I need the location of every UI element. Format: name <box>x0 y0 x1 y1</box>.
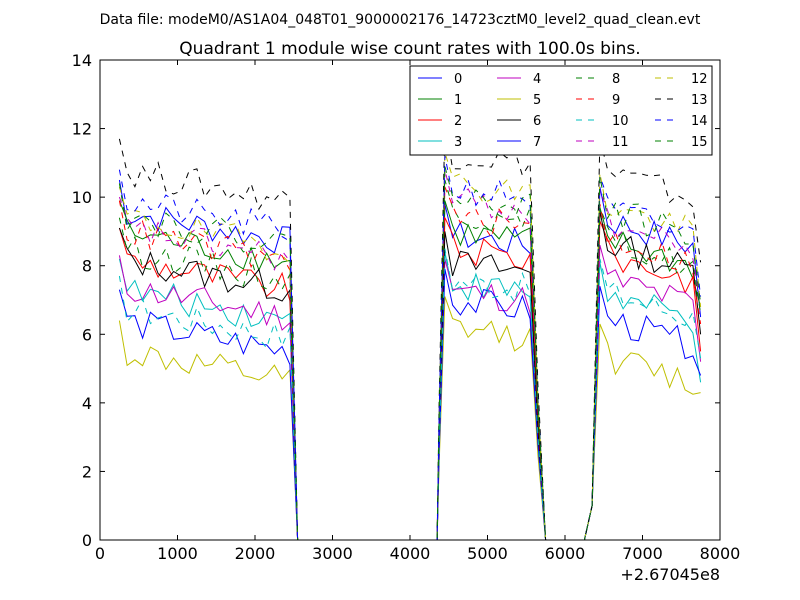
legend-label-14: 14 <box>691 114 708 129</box>
y-tick-label: 12 <box>72 120 92 139</box>
series-lines <box>118 121 702 541</box>
legend-label-13: 13 <box>691 93 708 108</box>
data-file-header: Data file: modeM0/AS1A04_048T01_90000021… <box>100 12 701 28</box>
series-line-5 <box>118 296 701 541</box>
x-offset-label: +2.67045e8 <box>620 565 720 584</box>
series-line-15 <box>118 166 702 541</box>
series-line-12 <box>118 152 702 541</box>
legend-label-15: 15 <box>691 135 708 150</box>
y-tick-label: 0 <box>82 531 92 550</box>
series-line-9 <box>118 186 702 541</box>
legend-label-1: 1 <box>454 93 462 108</box>
y-tick-label: 4 <box>82 394 92 413</box>
legend-label-8: 8 <box>612 72 620 87</box>
legend-label-5: 5 <box>533 93 541 108</box>
x-tick-label: 0 <box>95 544 105 563</box>
series-line-2 <box>118 217 702 541</box>
series-line-10 <box>118 248 702 541</box>
x-tick-label: 7000 <box>622 544 663 563</box>
x-tick-label: 6000 <box>545 544 586 563</box>
legend-label-6: 6 <box>533 114 541 129</box>
series-line-14 <box>118 155 702 541</box>
series-line-13 <box>118 121 702 541</box>
legend-label-4: 4 <box>533 72 541 87</box>
x-tick-label: 4000 <box>390 544 431 563</box>
legend-label-2: 2 <box>454 114 462 129</box>
legend-label-7: 7 <box>533 135 541 150</box>
legend-label-3: 3 <box>454 135 462 150</box>
y-tick-label: 8 <box>82 257 92 276</box>
x-tick-label: 5000 <box>467 544 508 563</box>
y-tick-label: 2 <box>82 462 92 481</box>
x-tick-label: 8000 <box>700 544 741 563</box>
series-line-0 <box>118 179 702 541</box>
legend-label-9: 9 <box>612 93 620 108</box>
legend-box <box>409 65 713 156</box>
chart-title: Quadrant 1 module wise count rates with … <box>179 39 640 59</box>
legend-label-12: 12 <box>691 72 708 87</box>
legend-label-0: 0 <box>454 72 462 87</box>
series-line-4 <box>118 244 702 541</box>
legend-label-11: 11 <box>612 135 629 150</box>
legend-label-10: 10 <box>612 114 629 129</box>
series-line-3 <box>118 251 702 541</box>
x-tick-label: 2000 <box>235 544 276 563</box>
y-tick-label: 14 <box>72 51 92 70</box>
x-tick-label: 1000 <box>157 544 198 563</box>
x-tick-label: 3000 <box>312 544 353 563</box>
series-line-7 <box>118 268 702 541</box>
series-line-6 <box>118 210 702 541</box>
y-tick-label: 6 <box>82 325 92 344</box>
y-tick-label: 10 <box>72 188 92 207</box>
axis-ticks: 0 1000 2000 3000 4000 5000 6000 7000 80000246810… <box>72 51 741 563</box>
